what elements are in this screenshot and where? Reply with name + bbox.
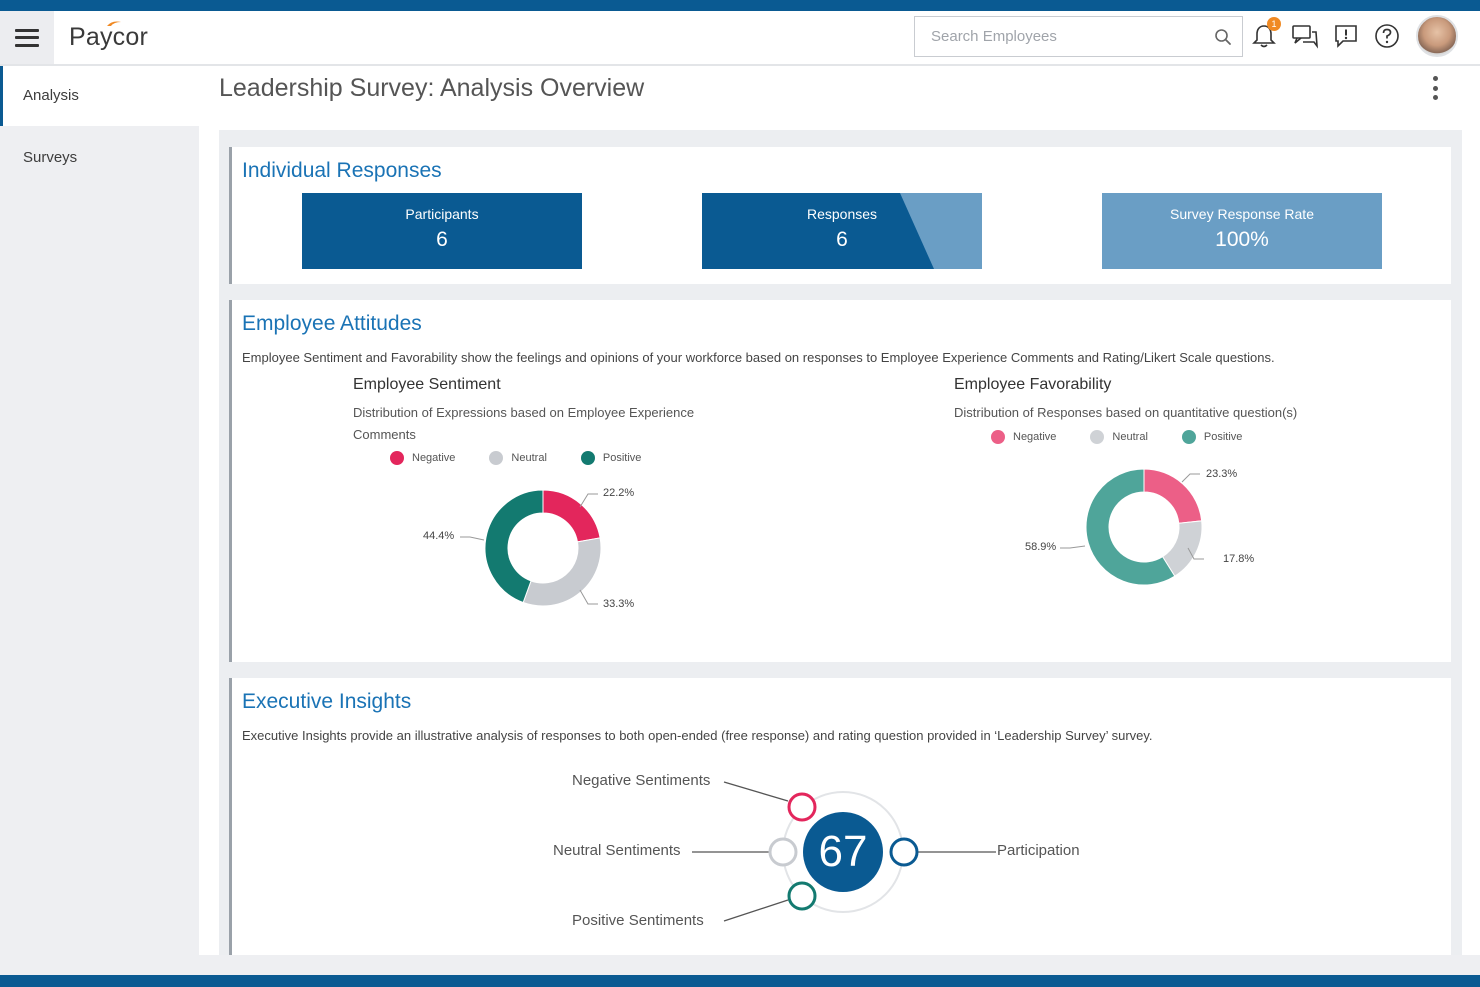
legend-item-negative: Negative xyxy=(390,451,455,465)
notification-count-badge: 1 xyxy=(1267,17,1281,31)
user-avatar[interactable] xyxy=(1416,15,1458,57)
individual-responses-title: Individual Responses xyxy=(242,159,442,182)
sentiment-legend: Negative Neutral Positive xyxy=(390,451,675,465)
favorability-negative-label: 23.3% xyxy=(1206,468,1238,480)
top-accent-stripe xyxy=(0,0,1480,11)
responses-tile: Responses 6 xyxy=(702,193,982,269)
favorability-positive-label: 58.9% xyxy=(1025,541,1057,553)
legend-label-positive: Positive xyxy=(602,452,642,464)
legend-label-negative: Negative xyxy=(412,452,456,464)
donut-slice-neutral[interactable] xyxy=(522,537,602,607)
participants-tile: Participants 6 xyxy=(302,193,582,269)
top-navigation-bar: Paycor 1 xyxy=(0,11,1480,66)
participation-node[interactable] xyxy=(889,837,919,867)
participation-label: Participation xyxy=(997,842,1080,859)
favorability-leader-lines xyxy=(1060,473,1204,560)
sentiment-description-line1: Distribution of Expressions based on Emp… xyxy=(353,405,695,420)
search-icon[interactable] xyxy=(1214,28,1232,46)
favorability-description: Distribution of Responses based on quant… xyxy=(954,405,1298,420)
legend-dot-neutral xyxy=(1090,430,1105,444)
executive-insights-title: Executive Insights xyxy=(242,690,412,713)
sentiment-description-line2: Comments xyxy=(353,427,416,442)
employee-attitudes-card: Employee Attitudes Employee Sentiment an… xyxy=(229,300,1451,662)
negative-sentiment-node[interactable] xyxy=(787,792,817,822)
responses-label: Responses xyxy=(806,206,878,222)
response-rate-tile: Survey Response Rate 100% xyxy=(1102,193,1382,269)
legend-dot-positive xyxy=(1181,430,1196,444)
participants-value: 6 xyxy=(436,228,448,251)
legend-dot-negative xyxy=(390,451,404,465)
neutral-sentiments-label: Neutral Sentiments xyxy=(553,842,681,859)
sentiment-positive-label: 44.4% xyxy=(423,530,455,542)
positive-sentiment-node[interactable] xyxy=(787,881,817,911)
favorability-title: Employee Favorability xyxy=(954,376,1112,393)
legend-label-positive: Positive xyxy=(1203,431,1243,443)
positive-sentiments-label: Positive Sentiments xyxy=(572,912,704,929)
legend-label-neutral: Neutral xyxy=(1112,431,1148,443)
neutral-sentiment-node[interactable] xyxy=(768,837,798,867)
help-button[interactable] xyxy=(1373,21,1401,51)
menu-button[interactable] xyxy=(0,11,54,64)
legend-dot-neutral xyxy=(489,451,504,465)
legend-item-positive: Positive xyxy=(1181,430,1243,444)
bottom-gap xyxy=(0,955,1480,975)
bottom-accent-stripe xyxy=(0,975,1480,987)
favorability-legend: Negative Neutral Positive xyxy=(991,430,1276,444)
legend-label-neutral: Neutral xyxy=(511,452,547,464)
sidebar-item-analysis[interactable]: Analysis xyxy=(0,66,199,126)
response-rate-value: 100% xyxy=(1215,228,1269,251)
search-input[interactable] xyxy=(915,17,1205,56)
insights-score: 67 xyxy=(803,812,883,892)
negative-sentiments-label: Negative Sentiments xyxy=(572,772,711,789)
sentiment-leader-lines xyxy=(460,493,598,605)
help-icon xyxy=(1375,24,1399,48)
sentiment-description: Distribution of Expressions based on Emp… xyxy=(353,402,694,446)
executive-insights-card: Executive Insights Executive Insights pr… xyxy=(229,678,1451,955)
legend-item-positive: Positive xyxy=(580,451,642,465)
hamburger-icon xyxy=(15,28,39,47)
legend-item-negative: Negative xyxy=(991,430,1056,444)
favorability-donut-chart xyxy=(1085,468,1203,586)
legend-label-negative: Negative xyxy=(1013,431,1057,443)
favorability-neutral-label: 17.8% xyxy=(1223,553,1255,565)
feedback-button[interactable] xyxy=(1332,21,1360,51)
messages-button[interactable] xyxy=(1291,21,1319,51)
employee-attitudes-description: Employee Sentiment and Favorability show… xyxy=(242,350,1275,365)
page-title: Leadership Survey: Analysis Overview xyxy=(219,74,645,102)
sentiment-title: Employee Sentiment xyxy=(353,376,501,393)
responses-tile-wedge xyxy=(900,193,982,269)
legend-dot-positive xyxy=(580,451,595,465)
responses-value: 6 xyxy=(836,228,848,251)
paycor-logo[interactable]: Paycor xyxy=(69,23,149,51)
chat-icon xyxy=(1292,25,1318,49)
donut-slice-positive[interactable] xyxy=(1085,468,1176,586)
more-options-button[interactable] xyxy=(1426,74,1444,102)
logo-flame-icon xyxy=(107,21,121,26)
sentiment-neutral-label: 33.3% xyxy=(603,598,635,610)
legend-dot-negative xyxy=(991,430,1005,444)
employee-attitudes-title: Employee Attitudes xyxy=(242,312,422,335)
sidebar: Analysis Surveys xyxy=(0,66,199,955)
donut-slice-positive[interactable] xyxy=(484,489,544,604)
individual-responses-card: Individual Responses Participants 6 Resp… xyxy=(229,147,1451,284)
employee-search xyxy=(914,16,1243,57)
response-rate-label: Survey Response Rate xyxy=(1170,206,1314,222)
legend-item-neutral: Neutral xyxy=(1090,430,1148,444)
legend-item-neutral: Neutral xyxy=(489,451,547,465)
insights-diagram xyxy=(692,781,996,922)
executive-insights-description: Executive Insights provide an illustrati… xyxy=(242,728,1153,743)
sentiment-donut-chart xyxy=(484,489,602,607)
participants-label: Participants xyxy=(405,206,479,222)
sentiment-negative-label: 22.2% xyxy=(603,487,635,499)
feedback-icon xyxy=(1335,25,1357,48)
sidebar-item-surveys[interactable]: Surveys xyxy=(23,149,78,166)
